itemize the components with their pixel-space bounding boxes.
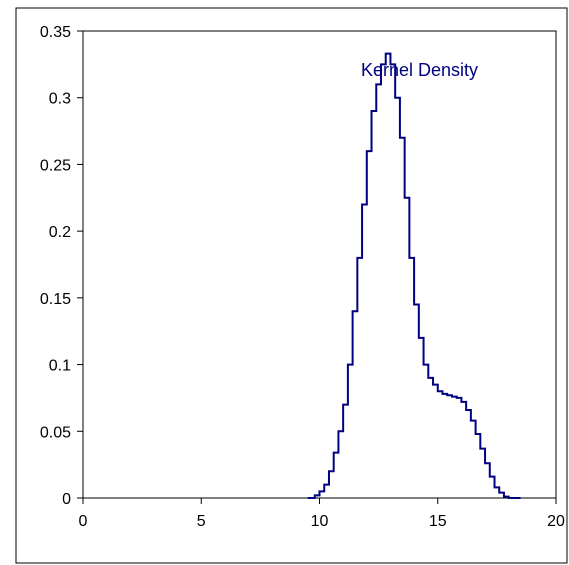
y-tick-label: 0.25	[40, 157, 71, 174]
x-tick-label: 10	[311, 513, 329, 530]
y-tick-label: 0.15	[40, 291, 71, 308]
y-axis-tick-labels: 0 0.05 0.1 0.15 0.2 0.25 0.3 0.35	[40, 24, 71, 508]
x-tick-label: 15	[429, 513, 447, 530]
x-tick-label: 5	[197, 513, 206, 530]
y-tick-label: 0.3	[49, 91, 71, 108]
kernel-density-line	[307, 52, 521, 499]
y-tick-label: 0	[62, 491, 71, 508]
y-tick-label: 0.1	[49, 358, 71, 375]
y-tick-label: 0.2	[49, 224, 71, 241]
chart-border	[15, 7, 568, 564]
x-axis-tick-labels: 0 5 10 15 20	[79, 513, 565, 530]
y-tick-label: 0.35	[40, 24, 71, 41]
x-tick-label: 0	[79, 513, 88, 530]
x-axis-ticks	[82, 498, 557, 504]
y-tick-label: 0.05	[40, 424, 71, 441]
kernel-density-label: Kernel Density	[361, 60, 478, 80]
plot-area	[82, 30, 557, 499]
x-tick-label: 20	[547, 513, 565, 530]
y-axis-ticks	[77, 30, 83, 499]
